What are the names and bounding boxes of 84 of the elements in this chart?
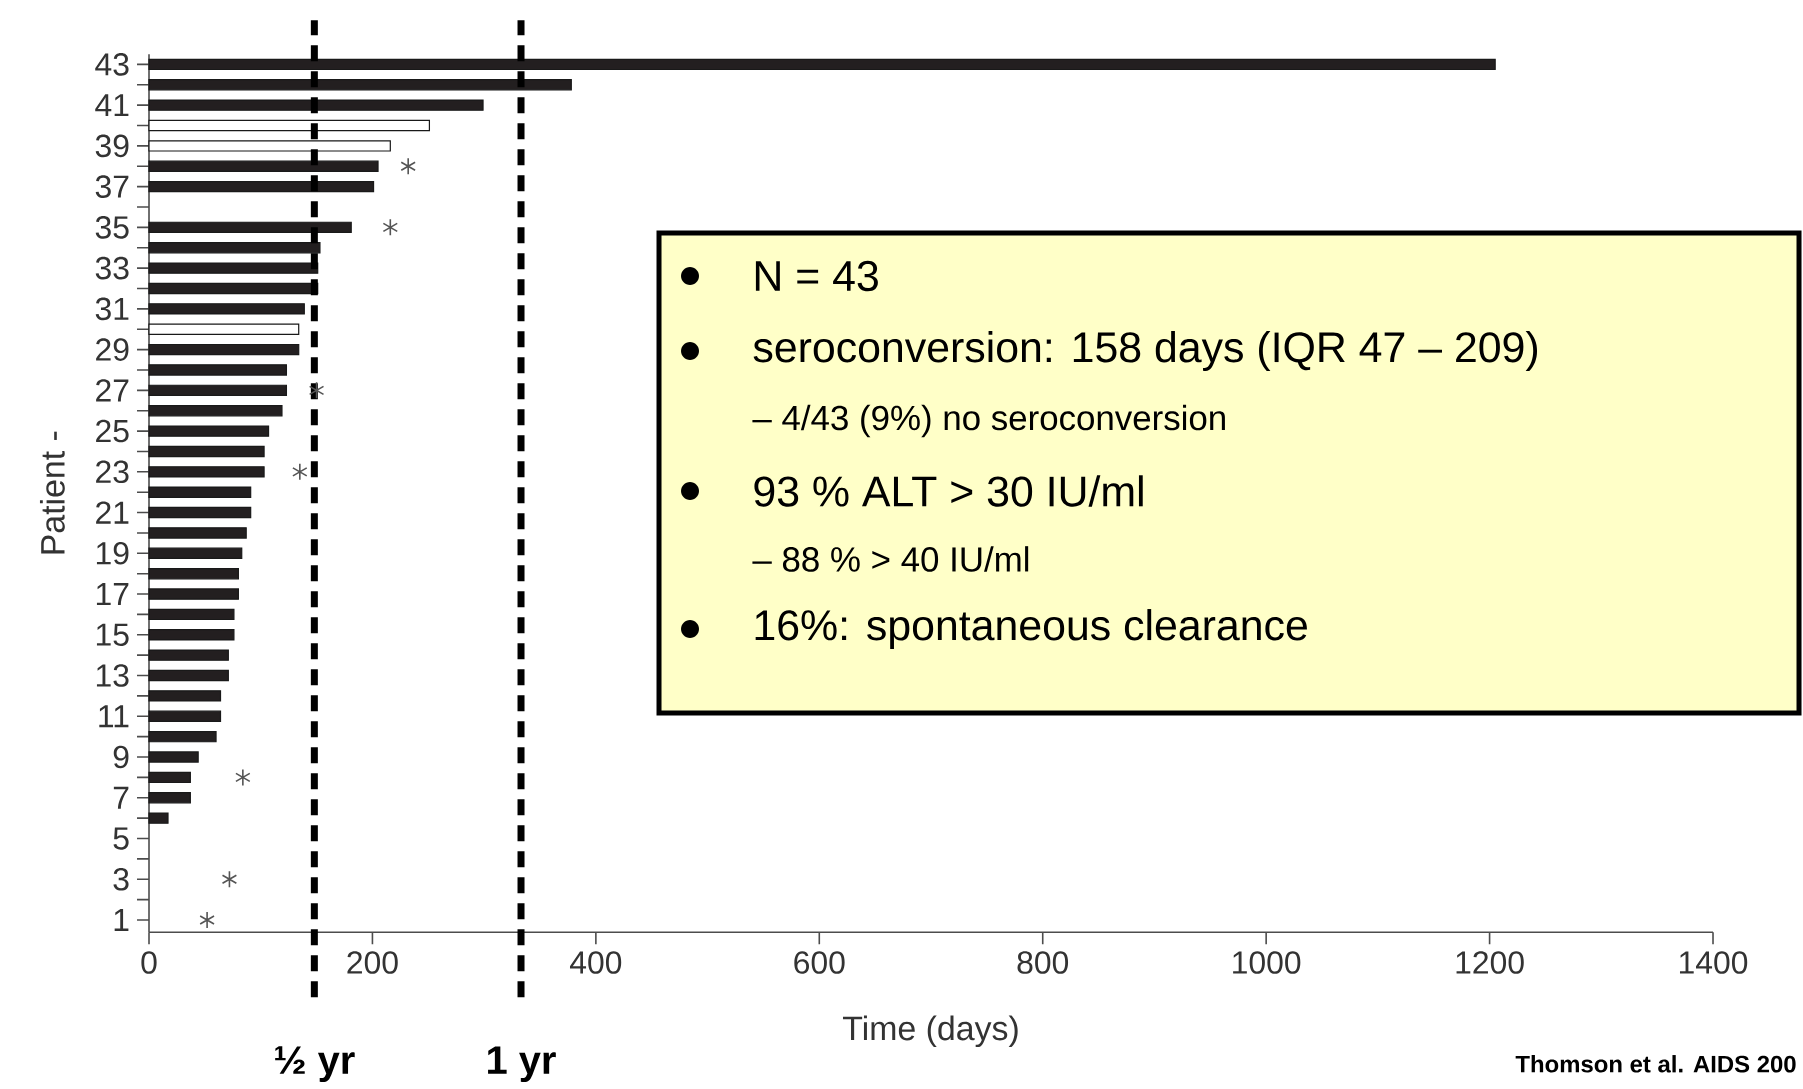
bar	[148, 425, 270, 437]
x-axis-title: Time (days)	[842, 1015, 1018, 1048]
y-tick-label: 33	[95, 256, 129, 280]
bar	[148, 588, 239, 600]
y-tick-label: 1	[114, 909, 129, 932]
annotation: 93 % ALT > 30 IU/ml	[754, 475, 1143, 507]
y-tick-label: 41	[95, 94, 129, 117]
bar	[148, 58, 1496, 71]
y-tick-label: 19	[96, 542, 129, 565]
bar	[148, 364, 288, 376]
bar	[148, 303, 305, 315]
bar	[148, 262, 319, 274]
annotation: seroconversion: 158 days (IQR 47 – 209)	[753, 331, 1538, 372]
bar	[148, 527, 247, 539]
bar	[148, 710, 222, 723]
bar	[148, 445, 265, 458]
y-tick-label: 29	[96, 338, 129, 362]
bar	[148, 649, 229, 661]
bar	[148, 119, 431, 132]
bar	[148, 323, 300, 336]
y-tick-label: 13	[96, 664, 129, 687]
annotation: N = 43	[755, 260, 878, 292]
bar	[148, 547, 243, 560]
x-tick-label: 1400	[1679, 951, 1748, 974]
annotation: – 88 % > 40 IU/ml	[752, 546, 1029, 572]
bar	[148, 690, 222, 702]
y-tick-label: 3	[113, 868, 129, 891]
y-axis-title: Patient -	[39, 431, 65, 554]
bar	[148, 99, 484, 111]
y-tick-label: 35	[95, 216, 129, 239]
y-tick-label: 27	[96, 379, 129, 402]
point	[235, 768, 251, 787]
text: Thomson et al. AIDS 200	[1515, 1055, 1796, 1073]
x-tick-label: 400	[569, 951, 622, 974]
y-tick-label: 23	[96, 460, 129, 484]
point	[382, 218, 399, 237]
bar	[148, 568, 239, 580]
bar	[148, 792, 191, 804]
y-tick-label: 7	[113, 786, 129, 809]
bar	[148, 771, 191, 784]
annotation: – 4/43 (9%) no seroconversion	[752, 404, 1225, 438]
bar	[148, 160, 379, 173]
x-tick-label: 1000	[1233, 951, 1301, 974]
bar	[148, 669, 229, 682]
ref-line-label: ½ yr	[275, 1046, 355, 1083]
point	[221, 870, 238, 889]
y-tick-label: 9	[113, 745, 129, 769]
ref-line-label: 1 yr	[488, 1046, 556, 1083]
y-tick-label: 43	[95, 53, 129, 76]
y-tick-label: 15	[96, 623, 129, 647]
y-tick-label: 31	[95, 297, 129, 321]
bar	[148, 466, 265, 478]
bar	[148, 140, 391, 152]
x-tick-label: 800	[1017, 951, 1069, 974]
annotation: 16%: spontaneous clearance	[755, 609, 1307, 650]
point	[308, 381, 325, 400]
y-tick-label: 21	[96, 501, 129, 524]
point	[292, 463, 308, 481]
bar	[148, 629, 235, 641]
y-tick-label: 5	[113, 827, 129, 850]
point	[199, 911, 215, 929]
bar	[148, 181, 375, 193]
bar	[148, 79, 572, 91]
point	[400, 157, 416, 176]
bar	[148, 751, 199, 763]
y-tick-label: 11	[99, 705, 129, 728]
bar	[148, 242, 321, 254]
bar	[148, 507, 252, 519]
x-tick-label: 0	[141, 951, 157, 974]
bar	[148, 384, 288, 397]
bar	[148, 731, 217, 743]
bar	[148, 221, 352, 234]
y-tick-label: 25	[96, 419, 129, 443]
bar	[148, 608, 235, 621]
bar	[148, 812, 169, 824]
y-tick-label: 37	[95, 175, 129, 199]
x-tick-label: 1200	[1456, 951, 1524, 974]
x-tick-label: 200	[347, 951, 398, 974]
bar	[148, 486, 252, 499]
y-tick-label: 17	[96, 583, 129, 606]
x-tick-label: 600	[794, 951, 845, 974]
y-tick-label: 39	[95, 134, 129, 158]
bar	[148, 405, 283, 417]
bar	[148, 344, 300, 356]
